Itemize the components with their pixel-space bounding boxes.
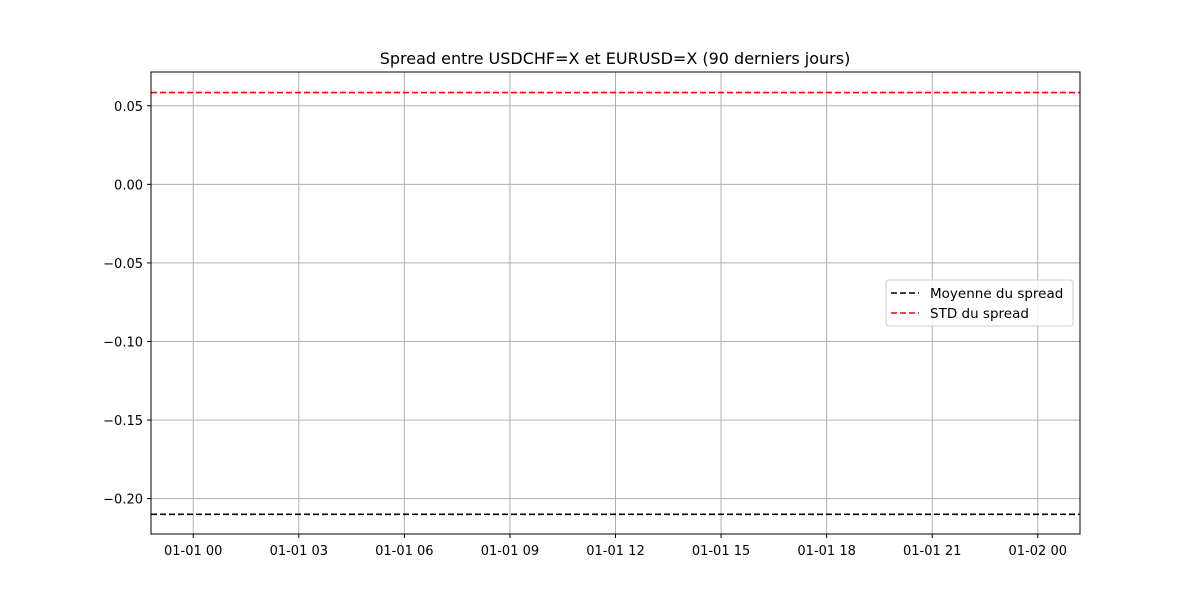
chart-title: Spread entre USDCHF=X et EURUSD=X (90 de…: [380, 49, 851, 68]
x-tick-label: 01-01 21: [903, 544, 961, 559]
grid-lines: [151, 72, 1080, 534]
y-tick-label: −0.05: [103, 257, 143, 272]
legend-box: [885, 279, 1074, 327]
x-tick-label: 01-01 12: [586, 544, 644, 559]
series-lines: [151, 91, 1080, 516]
x-tick-label: 01-01 06: [375, 544, 433, 559]
y-tick-label: −0.10: [103, 336, 143, 351]
legend: Moyenne du spread STD du spread: [885, 279, 1074, 327]
y-tick-label: −0.15: [103, 414, 143, 429]
y-axis: 0.05 0.00 −0.05 −0.10 −0.15 −0.20: [103, 100, 151, 508]
y-tick-label: 0.00: [114, 178, 143, 193]
x-tick-label: 01-01 15: [692, 544, 750, 559]
x-tick-label: 01-02 00: [1009, 544, 1067, 559]
y-tick-label: 0.05: [114, 100, 143, 115]
legend-label-0: Moyenne du spread: [930, 286, 1063, 302]
y-tick-label: −0.20: [103, 493, 143, 508]
x-axis: 01-01 00 01-01 03 01-01 06 01-01 09 01-01 12…: [164, 534, 1067, 559]
x-tick-label: 01-01 00: [164, 544, 222, 559]
legend-label-1: STD du spread: [930, 306, 1029, 322]
x-tick-label: 01-01 09: [481, 544, 539, 559]
x-tick-label: 01-01 18: [797, 544, 855, 559]
x-tick-label: 01-01 03: [270, 544, 328, 559]
